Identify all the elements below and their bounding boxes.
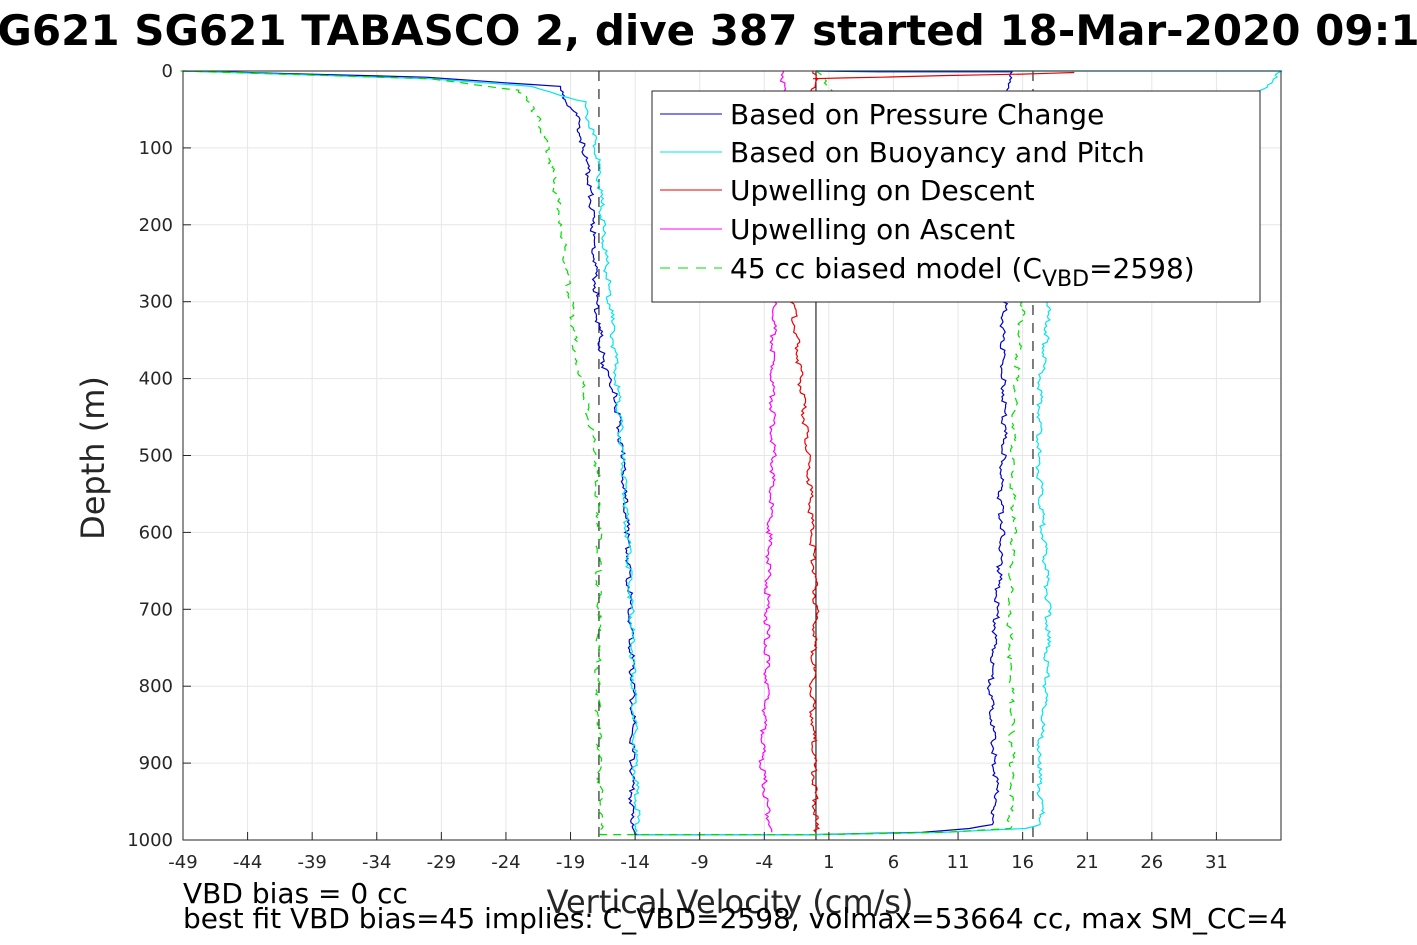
- series-line: [180, 70, 605, 836]
- y-tick-label: 900: [139, 753, 173, 774]
- legend: Based on Pressure Change Based on Buoyan…: [651, 90, 1261, 303]
- legend-label-descent: Upwelling on Descent: [730, 174, 1035, 207]
- x-tick-label: -34: [362, 852, 391, 873]
- x-tick-label: -44: [233, 852, 262, 873]
- series-line: [182, 70, 637, 835]
- y-tick-label: 600: [139, 522, 173, 543]
- x-tick-label: -19: [556, 852, 585, 873]
- series-line: [183, 70, 641, 836]
- legend-label-model: 45 cc biased model (CVBD=2598): [730, 252, 1195, 292]
- legend-label-buoyancy: Based on Buoyancy and Pitch: [730, 136, 1145, 169]
- x-tick-label: 11: [947, 852, 970, 873]
- x-tick-label: 16: [1011, 852, 1034, 873]
- y-tick-label: 800: [139, 676, 173, 697]
- y-tick-label: 400: [139, 369, 173, 390]
- x-axis-label: Vertical Velocity (cm/s): [547, 883, 914, 921]
- x-tick-label: 26: [1140, 852, 1163, 873]
- legend-label-pressure: Based on Pressure Change: [730, 98, 1104, 131]
- y-tick-label: 200: [139, 215, 173, 236]
- y-tick-label: 500: [139, 446, 173, 467]
- annotation-vbd-bias: VBD bias = 0 cc: [183, 877, 408, 910]
- x-tick-label: 6: [888, 852, 899, 873]
- legend-label-ascent: Upwelling on Ascent: [730, 213, 1015, 246]
- y-tick-label: 0: [162, 61, 173, 82]
- legend-label-model-end: =2598): [1089, 252, 1195, 285]
- x-tick-labels: -49 -44 -39 -34 -29 -24 -19 -14 -9 -4 1 6 11 16 21 26 31: [168, 832, 1228, 873]
- series-line: [599, 70, 1027, 836]
- annotation-best-fit: best fit VBD bias=45 implies: C_VBD=2598…: [183, 902, 1287, 935]
- legend-label-model-main: 45 cc biased model (C: [730, 252, 1042, 285]
- x-tick-label: -9: [691, 852, 709, 873]
- y-tick-label: 100: [139, 138, 173, 159]
- x-tick-label: -39: [297, 852, 326, 873]
- x-tick-label: -4: [755, 852, 773, 873]
- x-tick-label: -49: [168, 852, 197, 873]
- x-tick-label: 1: [823, 852, 834, 873]
- x-tick-label: -29: [427, 852, 456, 873]
- y-tick-label: 300: [139, 292, 173, 313]
- y-tick-label: 700: [139, 599, 173, 620]
- legend-box: [651, 90, 1261, 303]
- series-line: [812, 71, 1075, 80]
- x-tick-label: -24: [491, 852, 520, 873]
- y-axis-label: Depth (m): [74, 376, 112, 540]
- y-tick-label: 1000: [127, 830, 173, 851]
- x-tick-label: 21: [1076, 852, 1099, 873]
- x-tick-label: 31: [1205, 852, 1228, 873]
- legend-label-model-subscript: VBD: [1042, 267, 1089, 292]
- y-tick-labels: 0 100 200 300 400 500 600 700 800 900 1000: [127, 61, 191, 851]
- x-tick-label: -14: [620, 852, 649, 873]
- chart-title: SG621 SG621 TABASCO 2, dive 387 started …: [0, 6, 1417, 55]
